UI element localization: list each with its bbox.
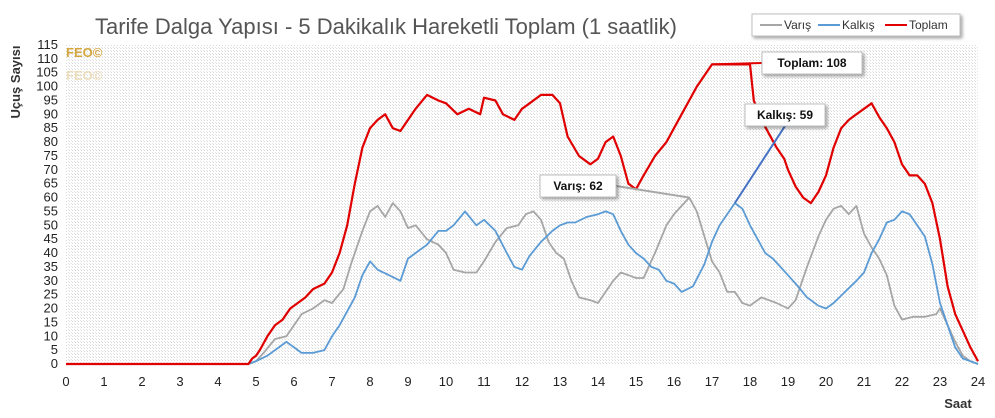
y-tick-label: 45 xyxy=(44,231,58,246)
x-tick-label: 14 xyxy=(591,374,605,389)
x-tick-label: 21 xyxy=(857,374,871,389)
y-tick-label: 75 xyxy=(44,148,58,163)
x-tick-label: 8 xyxy=(366,374,373,389)
y-tick-label: 65 xyxy=(44,176,58,191)
y-tick-label: 30 xyxy=(44,273,58,288)
callout-box xyxy=(761,51,863,75)
series-line-toplam xyxy=(66,63,979,366)
callout-label: Varış: 62 xyxy=(553,179,603,193)
y-tick-label: 115 xyxy=(37,37,58,52)
x-tick-label: 13 xyxy=(553,374,567,389)
watermark-text: FEO© xyxy=(66,45,103,60)
watermark-text-faded: FEO© xyxy=(66,68,103,83)
x-tick-label: 4 xyxy=(214,374,221,389)
callout-box xyxy=(539,174,617,198)
legend: Varış Kalkış Toplam xyxy=(751,13,961,37)
y-tick-label: 35 xyxy=(44,259,58,274)
callout-label: Toplam: 108 xyxy=(777,56,846,70)
x-tick-label: 3 xyxy=(176,374,183,389)
legend-box xyxy=(751,13,961,37)
callout-leader xyxy=(615,185,690,199)
legend-label-kalkis: Kalkış xyxy=(842,18,875,32)
y-tick-label: 0 xyxy=(51,356,58,371)
x-tick-label: 6 xyxy=(290,374,297,389)
y-tick-label: 15 xyxy=(44,314,58,329)
callout-leader xyxy=(733,125,786,204)
x-axis-ticks: 0 1 2 3 4 5 6 7 8 9 10 11 12 13 14 15 16 17 18 19 20 21 22 23 24 xyxy=(62,374,985,389)
callout-box xyxy=(744,103,826,127)
y-tick-label: 85 xyxy=(44,120,58,135)
y-tick-label: 110 xyxy=(37,51,58,66)
x-tick-label: 12 xyxy=(515,374,529,389)
callout-leader xyxy=(711,62,763,66)
x-tick-label: 18 xyxy=(743,374,757,389)
y-tick-label: 80 xyxy=(44,134,58,149)
x-tick-label: 10 xyxy=(439,374,453,389)
x-tick-label: 15 xyxy=(629,374,643,389)
x-axis-title: Saat xyxy=(944,396,972,411)
x-tick-label: 20 xyxy=(819,374,833,389)
plot-area xyxy=(66,45,978,364)
x-tick-label: 16 xyxy=(667,374,681,389)
y-tick-label: 40 xyxy=(44,245,58,260)
x-tick-label: 0 xyxy=(62,374,69,389)
y-tick-label: 70 xyxy=(44,162,58,177)
y-tick-label: 10 xyxy=(44,328,58,343)
y-tick-label: 5 xyxy=(51,342,58,357)
x-tick-label: 22 xyxy=(895,374,909,389)
x-tick-label: 7 xyxy=(328,374,335,389)
y-tick-label: 95 xyxy=(44,92,58,107)
x-tick-label: 19 xyxy=(781,374,795,389)
series-line-kalkis xyxy=(66,202,979,365)
y-axis-title: Uçuş Sayısı xyxy=(8,46,23,119)
y-tick-label: 105 xyxy=(36,65,58,80)
watermark: FEO© FEO© xyxy=(66,45,103,83)
x-tick-label: 24 xyxy=(971,374,985,389)
series-layer xyxy=(66,63,979,366)
annotation-layer: Toplam: 108 Kalkış: 59 Varış: 62 xyxy=(539,51,863,204)
legend-label-varis: Varış xyxy=(784,18,811,32)
y-tick-label: 55 xyxy=(44,203,58,218)
x-tick-label: 1 xyxy=(100,374,107,389)
y-tick-label: 25 xyxy=(44,287,58,302)
x-tick-label: 5 xyxy=(252,374,259,389)
y-tick-label: 50 xyxy=(44,217,58,232)
x-tick-label: 17 xyxy=(705,374,719,389)
x-tick-label: 11 xyxy=(477,374,491,389)
y-tick-label: 90 xyxy=(44,106,58,121)
legend-label-toplam: Toplam xyxy=(909,18,948,32)
callout-label: Kalkış: 59 xyxy=(757,108,813,122)
y-axis-ticks: 0510152025303540455055606570758085909510… xyxy=(36,37,58,371)
x-tick-label: 2 xyxy=(138,374,145,389)
y-tick-label: 100 xyxy=(36,79,58,94)
chart-title: Tarife Dalga Yapısı - 5 Dakikalık Hareke… xyxy=(95,14,677,39)
x-tick-label: 23 xyxy=(933,374,947,389)
y-tick-label: 20 xyxy=(44,301,58,316)
x-tick-label: 9 xyxy=(404,374,411,389)
series-line-varis xyxy=(66,196,979,365)
y-tick-label: 60 xyxy=(44,190,58,205)
